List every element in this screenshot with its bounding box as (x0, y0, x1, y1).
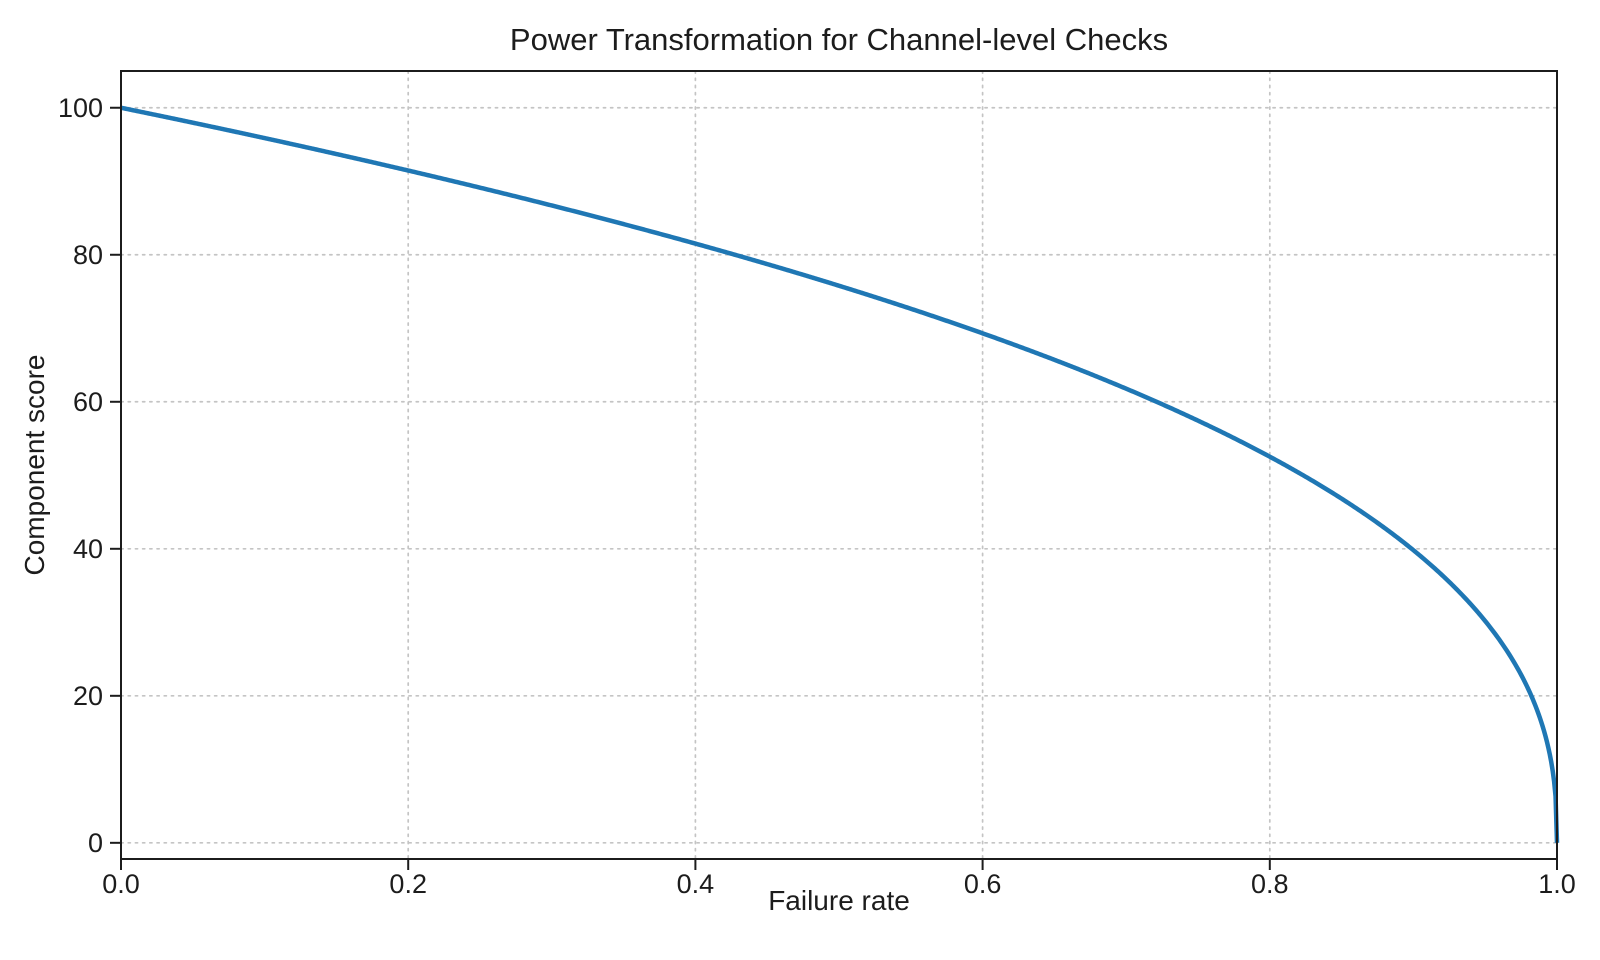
x-tick-label: 0.8 (1251, 869, 1289, 899)
y-tick-label: 60 (73, 387, 103, 417)
y-tick-label: 100 (58, 93, 103, 123)
x-tick-label: 1.0 (1538, 869, 1576, 899)
y-tick-label: 0 (88, 828, 103, 858)
power-curve-line (120, 105, 1560, 843)
x-tick-label: 0.0 (102, 869, 140, 899)
x-tick-label: 0.2 (389, 869, 427, 899)
y-axis-label: Component score (19, 354, 50, 575)
chart-title: Power Transformation for Channel-level C… (510, 22, 1168, 57)
gridlines (120, 70, 1558, 860)
y-tick-label: 20 (73, 681, 103, 711)
axis-tick-labels: 0.0 0.2 0.4 0.6 0.8 1.0 0 20 40 60 80 100 (58, 93, 1576, 899)
plot-border (120, 70, 1558, 860)
axis-ticks (110, 106, 1558, 870)
x-axis-label: Failure rate (768, 885, 910, 916)
y-tick-label: 40 (73, 534, 103, 564)
x-tick-label: 0.4 (677, 869, 715, 899)
x-tick-label: 0.6 (964, 869, 1002, 899)
y-tick-label: 80 (73, 240, 103, 270)
